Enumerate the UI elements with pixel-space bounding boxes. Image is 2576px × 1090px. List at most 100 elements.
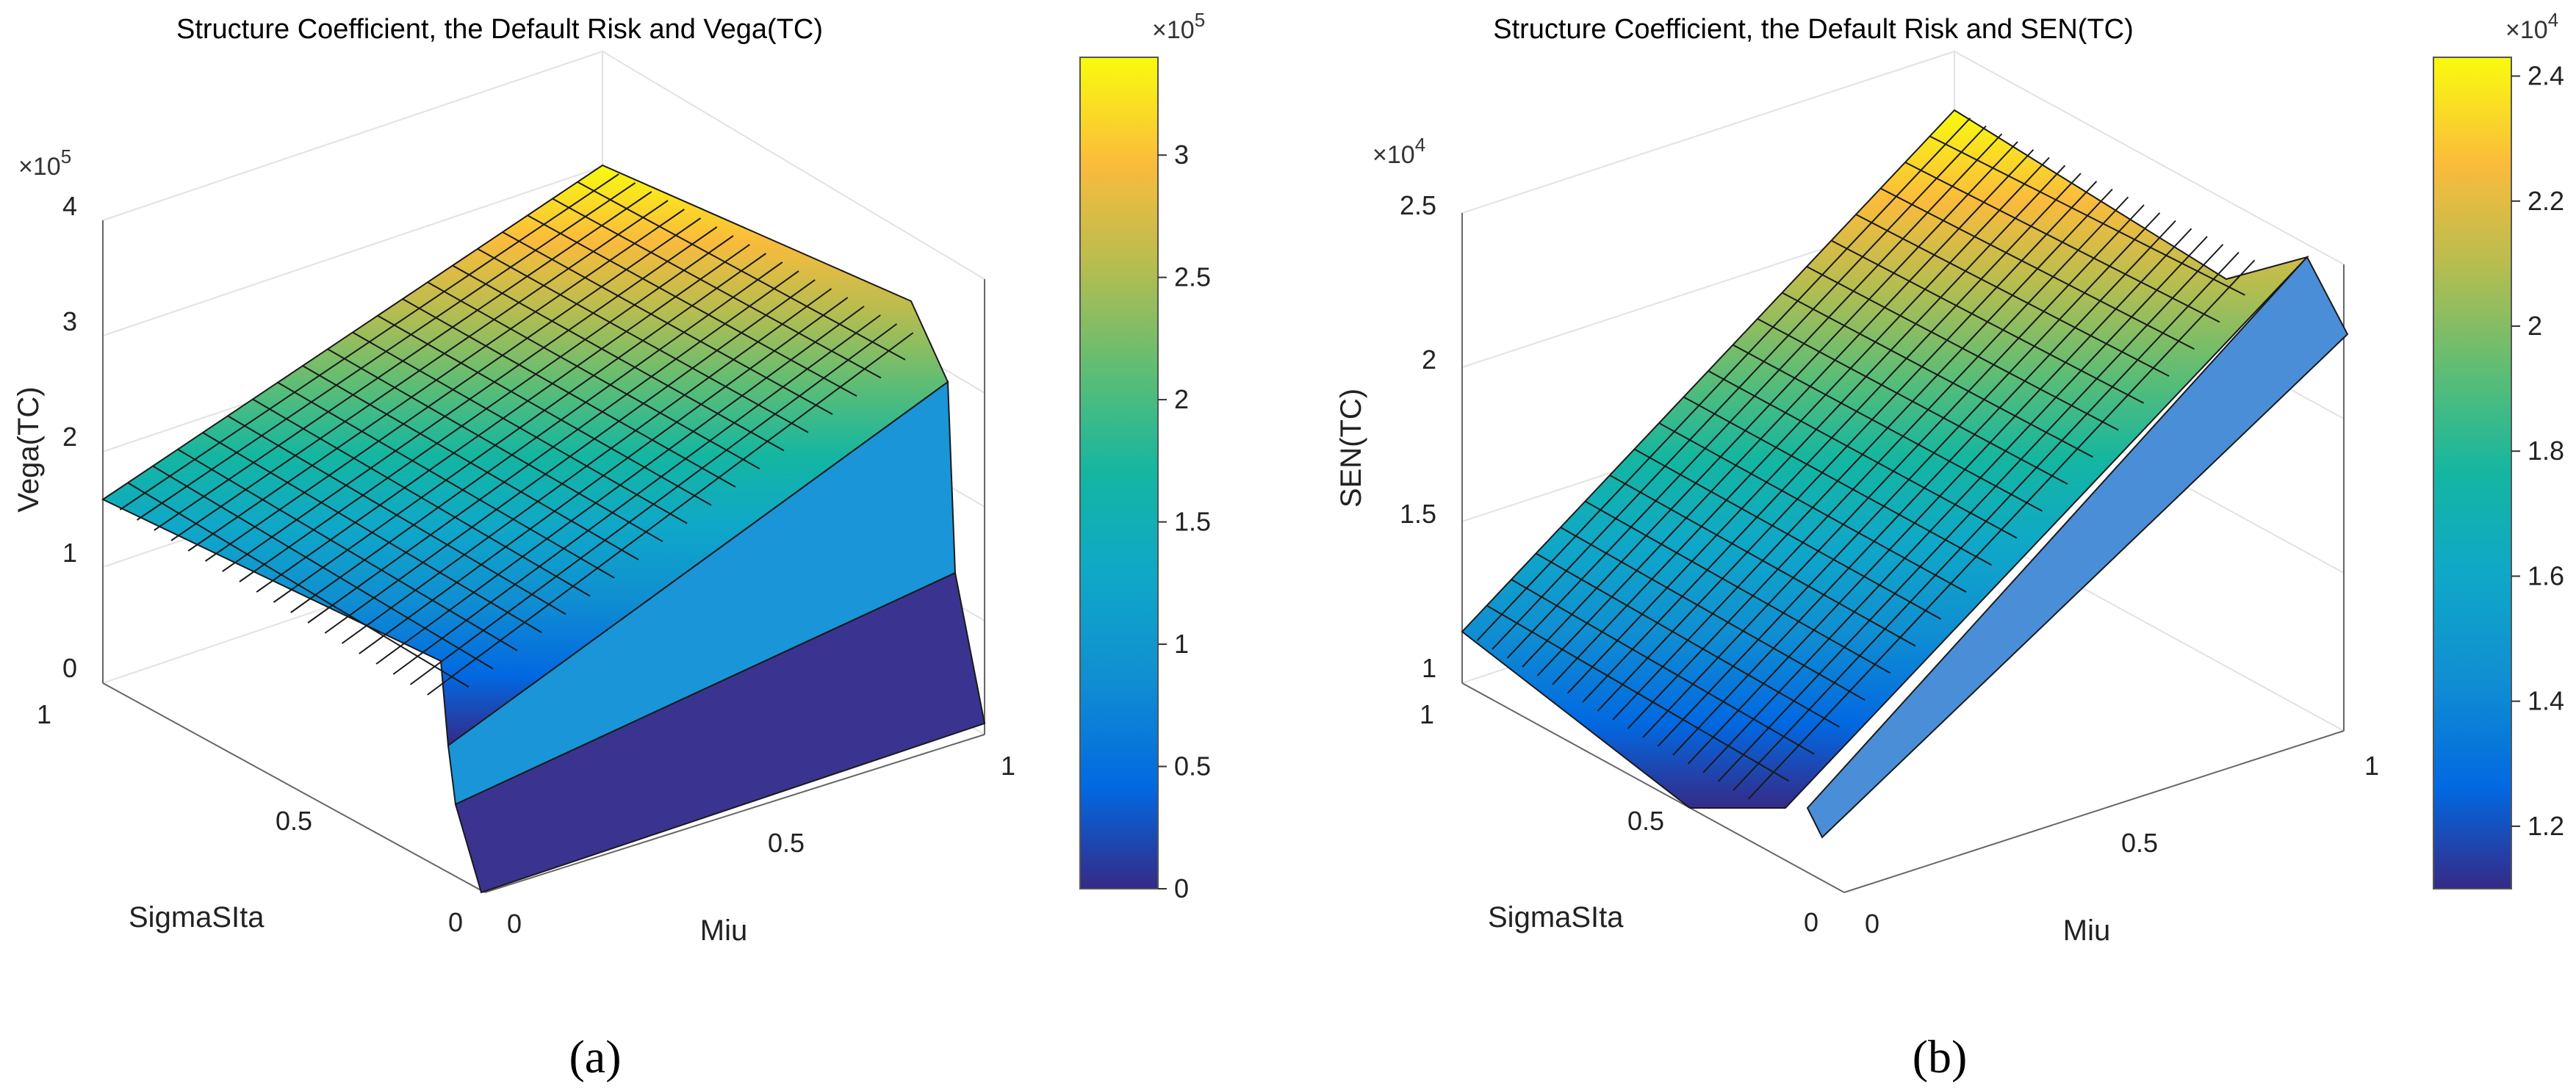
panel-b-mesh-line [1806,266,2119,431]
panel-a-y-tick: 0.5 [276,806,312,836]
panel-a-colorbar-tick: 0 [1174,873,1189,903]
panel-a-mesh-line [502,231,833,415]
panel-a-mesh-line [127,482,469,688]
panel-a-colorbar-bar [1079,57,1159,889]
panel-b-mesh-line [1733,344,2043,512]
panel-a-colorbar-tick: 0.5 [1174,751,1211,782]
panel-a-y-ticks: 1 0.5 0 [37,699,463,937]
panel-b-y-label: SigmaSIta [1488,901,1624,934]
panel-b-mesh-line [1708,370,2018,539]
panel-b-mesh-line [1486,604,1790,782]
panel-b-title: Structure Coefficient, the Default Risk … [1493,14,2134,45]
panel-a-colorbar-tick: 2 [1174,384,1189,414]
panel-b-z-tick: 2.5 [1400,190,1436,220]
panel-a-mesh-line [252,398,591,597]
panel-a-mesh-line [527,214,857,397]
panel-a-title: Structure Coefficient, the Default Risk … [176,14,823,45]
panel-a-colorbar-tick: 2.5 [1174,262,1211,292]
panel-b-surface-front [1806,256,2349,839]
panel-b-z-tick: 2 [1422,344,1436,375]
panel-b-colorbar-tick: 1.2 [2528,811,2564,841]
caption-a: (a) [569,1031,621,1083]
panel-b-colorbar-tick: 1.8 [2528,436,2564,466]
panel-a-mesh-line [577,181,906,361]
panel-b-x-label: Miu [2063,914,2110,947]
panel-b-mesh-line [1929,135,2245,296]
panel-a-mesh-line [552,198,882,379]
panel-b-mesh-line [1560,527,1866,701]
panel-b-z-tick: 1 [1422,653,1436,683]
panel-a-mesh-line [327,348,663,543]
panel-b-mesh-line [1634,448,1941,620]
panel-a-x-tick: 0.5 [768,828,805,858]
panel-a-z-ticks: 0 1 2 3 4 [62,191,77,683]
panel-b-colorbar-tick: 1.6 [2528,560,2564,591]
panel-a-x-tick: 1 [1001,751,1015,781]
panel-a-colorbar-exponent: ×105 [1152,9,1205,44]
panel-a-x-tick: 0 [507,909,522,939]
panel-b-colorbar-bar [2433,57,2512,889]
panel-a-mesh-line [352,331,688,524]
panel-b-mesh-line [1757,318,2068,485]
panel-b-z-label: SEN(TC) [1335,389,1367,508]
panel-b-mesh-line [1511,579,1815,755]
panel-a-mesh-line [152,465,494,670]
panel-b-surface-top [1461,109,2310,809]
panel-a-mesh-line [477,248,809,433]
panel-b-mesh-line [1782,292,2093,458]
panel-b-mesh-line [1683,396,1992,566]
panel-b: Structure Coefficient, the Default Risk … [1335,9,2564,1083]
panel-b-x-ticks: 0 0.5 1 [1865,751,2379,939]
panel-a-y-label: SigmaSIta [129,901,265,934]
panel-a: Structure Coefficient, the Default Risk … [12,9,1211,1083]
panel-b-z-exponent: ×104 [1372,134,1425,169]
panel-a-z-tick: 4 [62,191,77,221]
panel-a-mesh-line [377,314,712,506]
panel-a-mesh-line [202,432,542,633]
panel-a-z-tick: 0 [62,653,77,683]
panel-b-colorbar: 1.2 1.4 1.6 1.8 2 2.2 2.4 ×104 [2433,9,2564,889]
panel-a-mesh-line [452,264,785,452]
panel-b-y-ticks: 1 0.5 0 [1420,699,1818,937]
panel-a-mesh-line [302,365,639,560]
panel-b-mesh-line [1831,239,2144,404]
panel-a-mesh-line [402,298,736,488]
panel-b-mesh-line [1536,552,1840,728]
panel-a-z-tick: 1 [62,538,77,568]
panel-a-y-tick: 1 [37,699,51,729]
panel-b-x-tick: 1 [2364,751,2379,781]
panel-b-z-ticks: 1 1.5 2 2.5 [1400,190,1436,683]
panel-b-mesh-line [1904,162,2220,323]
panel-b-y-tick: 0 [1804,907,1818,937]
panel-b-x-tick: 0.5 [2121,828,2158,858]
panel-b-mesh-line [1609,474,1916,647]
panel-a-z-tick: 3 [62,306,77,336]
panel-a-z-exponent: ×105 [18,145,71,181]
panel-b-mesh-line [1855,214,2170,377]
panel-b-mesh-line [1880,187,2195,350]
panel-a-surface-front-lower [454,571,986,894]
panel-b-colorbar-exponent: ×104 [2505,9,2558,44]
panel-b-colorbar-tick: 2 [2528,311,2542,341]
caption-b: (b) [1913,1031,1968,1083]
panel-b-x-tick: 0 [1865,909,1879,939]
panel-a-y-tick: 0 [448,907,463,937]
panel-a-mesh-line [227,415,566,616]
panel-b-surface [1461,109,2349,839]
panel-b-mesh-line [1658,422,1967,593]
panel-a-colorbar-tick: 3 [1174,140,1189,170]
panel-b-y-tick: 1 [1420,699,1434,729]
panel-b-y-tick: 0.5 [1627,806,1664,836]
panel-a-z-label: Vega(TC) [12,386,45,512]
panel-a-z-tick: 2 [62,422,77,452]
panel-b-colorbar-tick: 1.4 [2528,686,2564,716]
panel-a-mesh-line [277,381,615,579]
panel-a-mesh-line [427,281,760,470]
panel-a-colorbar-tick: 1 [1174,629,1189,659]
panel-a-colorbar: 0 0.5 1 1.5 2 2.5 3 ×105 [1079,9,1211,903]
panel-b-z-tick: 1.5 [1400,499,1436,529]
panel-a-surface [101,164,986,894]
panel-a-x-ticks: 0 0.5 1 [507,751,1015,939]
panel-b-mesh-line [1585,500,1890,674]
